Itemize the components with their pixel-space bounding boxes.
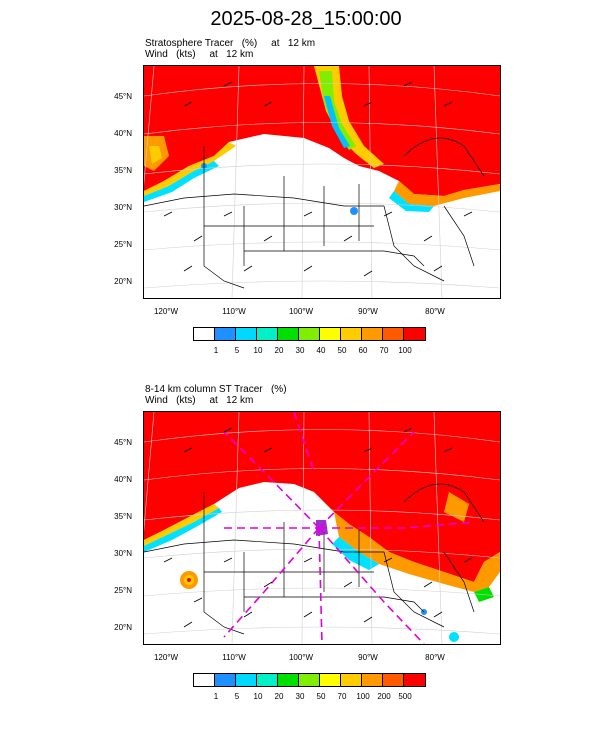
panel1-colorbar xyxy=(193,327,426,341)
colorbar-swatch xyxy=(194,674,215,686)
colorbar-swatch xyxy=(194,328,215,340)
panel1-colorbar-label: 70 xyxy=(379,346,389,355)
panel2-lat-label: 20°N xyxy=(114,623,132,632)
panel1-subtitle-field: Stratosphere Tracer (%) at 12 km xyxy=(145,38,316,49)
panel2-subtitle-field: 8-14 km column ST Tracer (%) xyxy=(145,384,287,395)
panel2-colorbar-label: 100 xyxy=(356,692,370,701)
panel1-colorbar-label: 30 xyxy=(295,346,305,355)
panel1-map xyxy=(143,65,501,299)
panel1-colorbar-label: 20 xyxy=(274,346,284,355)
panel2-lat-label: 35°N xyxy=(114,512,132,521)
panel1-lon-label: 110°W xyxy=(222,307,246,316)
panel2-lat-label: 45°N xyxy=(114,438,132,447)
panel2-wind-barbs xyxy=(163,427,473,628)
colorbar-swatch xyxy=(236,674,257,686)
colorbar-swatch xyxy=(299,328,320,340)
colorbar-swatch xyxy=(341,674,362,686)
panel2-boundaries xyxy=(144,483,485,635)
panel2-colorbar-label: 500 xyxy=(398,692,412,701)
panel1-tracer-field xyxy=(144,66,500,215)
panel1-subtitle-wind: Wind (kts) at 12 km xyxy=(145,49,254,60)
panel1-lon-label: 80°W xyxy=(425,307,445,316)
panel2-colorbar-label: 70 xyxy=(337,692,347,701)
panel1-colorbar-label: 60 xyxy=(358,346,368,355)
page-title: 2025-08-28_15:00:00 xyxy=(210,8,402,30)
colorbar-swatch xyxy=(383,328,404,340)
panel2-colorbar-label: 200 xyxy=(377,692,391,701)
colorbar-swatch xyxy=(257,674,278,686)
panel2-tracer-field xyxy=(144,412,500,642)
panel1-graticule xyxy=(144,66,500,298)
colorbar-swatch xyxy=(215,328,236,340)
panel1-colorbar-label: 1 xyxy=(213,346,219,355)
panel1-colorbar-label: 100 xyxy=(398,346,412,355)
panel2-lon-label: 80°W xyxy=(425,653,445,662)
colorbar-swatch xyxy=(404,674,425,686)
panel1-lat-label: 35°N xyxy=(114,166,132,175)
panel2-subtitle-wind: Wind (kts) at 12 km xyxy=(145,395,254,406)
colorbar-swatch xyxy=(362,328,383,340)
panel1-colorbar-label: 5 xyxy=(234,346,240,355)
panel2-colorbar-label: 20 xyxy=(274,692,284,701)
panel1-wind-barbs xyxy=(163,81,473,277)
colorbar-swatch xyxy=(362,674,383,686)
panel2-map xyxy=(143,411,501,645)
colorbar-swatch xyxy=(236,328,257,340)
colorbar-swatch xyxy=(278,674,299,686)
panel2-lon-label: 110°W xyxy=(222,653,246,662)
panel1-colorbar-label: 40 xyxy=(316,346,326,355)
colorbar-swatch xyxy=(215,674,236,686)
panel1-lat-label: 40°N xyxy=(114,129,132,138)
panel2-lon-label: 100°W xyxy=(288,653,314,662)
panel1-boundaries xyxy=(144,137,485,289)
colorbar-swatch xyxy=(320,328,341,340)
panel2-colorbar xyxy=(193,673,426,687)
panel2-lon-label: 120°W xyxy=(153,653,179,662)
colorbar-swatch xyxy=(257,328,278,340)
panel1-lon-label: 100°W xyxy=(288,307,314,316)
panel2-colorbar-label: 50 xyxy=(316,692,326,701)
panel2-lat-label: 30°N xyxy=(114,549,132,558)
panel1-lat-label: 45°N xyxy=(114,92,132,101)
panel1-lon-label: 90°W xyxy=(358,307,378,316)
colorbar-swatch xyxy=(299,674,320,686)
panel2-colorbar-label: 30 xyxy=(295,692,305,701)
panel2-colorbar-label: 10 xyxy=(253,692,263,701)
colorbar-swatch xyxy=(320,674,341,686)
panel1-lat-label: 30°N xyxy=(114,203,132,212)
panel2-colorbar-label: 1 xyxy=(213,692,219,701)
panel1-lon-label: 120°W xyxy=(153,307,179,316)
colorbar-swatch xyxy=(404,328,425,340)
panel2-colorbar-label: 5 xyxy=(234,692,240,701)
colorbar-swatch xyxy=(278,328,299,340)
panel2-lat-label: 25°N xyxy=(114,586,132,595)
panel2-dashed-contours xyxy=(223,412,475,644)
panel1-lat-label: 25°N xyxy=(114,240,132,249)
panel2-lon-label: 90°W xyxy=(358,653,378,662)
panel1-colorbar-label: 10 xyxy=(253,346,263,355)
colorbar-swatch xyxy=(341,328,362,340)
panel2-lat-label: 40°N xyxy=(114,475,132,484)
panel2-graticule xyxy=(144,412,500,644)
colorbar-swatch xyxy=(383,674,404,686)
panel1-colorbar-label: 50 xyxy=(337,346,347,355)
panel1-lat-label: 20°N xyxy=(114,277,132,286)
